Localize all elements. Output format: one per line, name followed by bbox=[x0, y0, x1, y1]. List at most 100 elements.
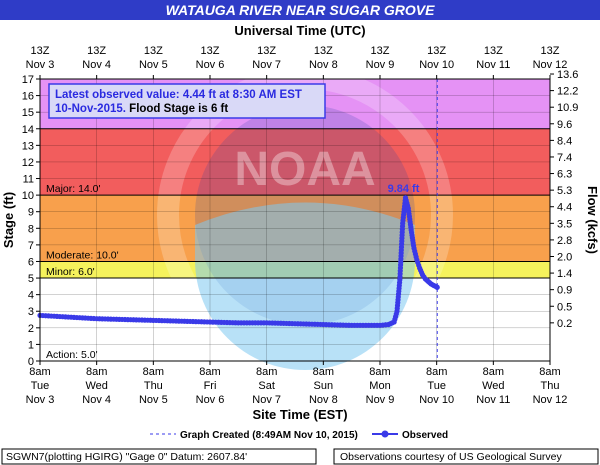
flow-tick-label: 0.9 bbox=[557, 285, 572, 297]
info-box-line1: Latest observed value: 4.44 ft at 8:30 A… bbox=[55, 89, 302, 101]
x-tick-label-date: Nov 10 bbox=[419, 394, 454, 406]
noaa-watermark: NOAA bbox=[157, 67, 453, 370]
flow-tick-label: 5.3 bbox=[557, 185, 572, 197]
y-tick-label: 2 bbox=[28, 323, 34, 335]
info-box-date: 10-Nov-2015. bbox=[55, 103, 126, 115]
x-axis-title: Site Time (EST) bbox=[252, 407, 347, 422]
y-axis-title: Stage (ft) bbox=[1, 192, 16, 248]
flow-tick-label: 9.6 bbox=[557, 119, 572, 131]
y-tick-label: 5 bbox=[28, 273, 34, 285]
chart-title: WATAUGA RIVER NEAR SUGAR GROVE bbox=[166, 2, 436, 18]
x-tick-label-time: 8am bbox=[143, 366, 164, 378]
x-tick-label-time: 8am bbox=[256, 366, 277, 378]
flow-tick-label: 0.5 bbox=[557, 301, 572, 313]
info-box-line2: 10-Nov-2015. Flood Stage is 6 ft bbox=[55, 103, 228, 115]
x-tick-label-date: Nov 3 bbox=[26, 394, 55, 406]
x-tick-label-weekday: Sat bbox=[258, 380, 275, 392]
top-tick-label-date: Nov 8 bbox=[309, 59, 338, 71]
flow-tick-label: 6.3 bbox=[557, 169, 572, 181]
top-tick-label-hour: 13Z bbox=[87, 45, 106, 57]
flood-band-label: Action: 5.0' bbox=[46, 349, 98, 361]
x-tick-label-weekday: Mon bbox=[369, 380, 390, 392]
top-tick-label-hour: 13Z bbox=[201, 45, 220, 57]
y-tick-label: 0 bbox=[28, 356, 34, 368]
flood-band-label: Major: 14.0' bbox=[46, 183, 101, 195]
y-tick-label: 14 bbox=[22, 124, 34, 136]
flow-tick-label: 13.6 bbox=[557, 69, 578, 81]
flow-tick-label: 7.4 bbox=[557, 152, 572, 164]
footer: SGWN7(plotting HGIRG) "Gage 0" Datum: 26… bbox=[1, 448, 599, 465]
flow-tick-label: 3.5 bbox=[557, 218, 572, 230]
y-tick-label: 7 bbox=[28, 240, 34, 252]
flow-tick-label: 0.2 bbox=[557, 318, 572, 330]
x-tick-label-date: Nov 4 bbox=[82, 394, 111, 406]
top-tick-label-date: Nov 10 bbox=[419, 59, 454, 71]
axes: 012345678910111213141516170.20.50.91.42.… bbox=[22, 45, 579, 406]
y-tick-label: 1 bbox=[28, 339, 34, 351]
top-tick-label-date: Nov 11 bbox=[476, 59, 510, 71]
info-box: Latest observed value: 4.44 ft at 8:30 A… bbox=[48, 83, 326, 119]
top-tick-label-date: Nov 6 bbox=[196, 59, 225, 71]
x-tick-label-weekday: Tue bbox=[427, 380, 446, 392]
y-tick-label: 3 bbox=[28, 306, 34, 318]
x-tick-label-date: Nov 9 bbox=[366, 394, 395, 406]
footer-datum: SGWN7(plotting HGIRG) "Gage 0" Datum: 26… bbox=[6, 451, 247, 463]
y2-axis-title: Flow (kcfs) bbox=[585, 186, 600, 254]
y-tick-label: 10 bbox=[22, 190, 34, 202]
peak-label: 9.84 ft bbox=[388, 183, 420, 195]
flow-tick-label: 2.8 bbox=[557, 235, 572, 247]
top-tick-label-date: Nov 4 bbox=[82, 59, 111, 71]
top-tick-label-date: Nov 9 bbox=[366, 59, 395, 71]
flood-band-label: Minor: 6.0' bbox=[46, 266, 95, 278]
footer-left-box bbox=[1, 448, 317, 465]
top-axis-title: Universal Time (UTC) bbox=[234, 23, 365, 38]
top-tick-label-hour: 13Z bbox=[371, 45, 390, 57]
top-tick-label-date: Nov 7 bbox=[252, 59, 281, 71]
plot-frame bbox=[39, 78, 551, 362]
x-tick-label-time: 8am bbox=[426, 366, 447, 378]
flow-tick-label: 4.4 bbox=[557, 202, 572, 214]
top-tick-label-hour: 13Z bbox=[427, 45, 446, 57]
x-tick-label-weekday: Wed bbox=[482, 380, 504, 392]
y-tick-label: 13 bbox=[22, 140, 34, 152]
x-tick-label-time: 8am bbox=[86, 366, 107, 378]
watermark-text: NOAA bbox=[234, 143, 375, 196]
watermark-lower-swoosh bbox=[195, 202, 415, 370]
y-tick-label: 6 bbox=[28, 256, 34, 268]
y-tick-label: 17 bbox=[22, 74, 34, 86]
x-tick-label-date: Nov 7 bbox=[252, 394, 281, 406]
x-tick-label-time: 8am bbox=[29, 366, 50, 378]
top-tick-label-date: Nov 5 bbox=[139, 59, 168, 71]
top-tick-label-hour: 13Z bbox=[144, 45, 163, 57]
top-tick-label-hour: 13Z bbox=[314, 45, 333, 57]
y-tick-label: 16 bbox=[22, 91, 34, 103]
top-tick-label-date: Nov 3 bbox=[26, 59, 55, 71]
flow-tick-label: 8.4 bbox=[557, 135, 572, 147]
top-tick-label-date: Nov 12 bbox=[533, 59, 568, 71]
legend-observed-marker bbox=[381, 430, 389, 438]
x-tick-label-weekday: Thu bbox=[541, 380, 560, 392]
x-tick-label-time: 8am bbox=[369, 366, 390, 378]
legend-observed-label: Observed bbox=[402, 430, 448, 441]
x-tick-label-weekday: Tue bbox=[31, 380, 50, 392]
y-tick-label: 4 bbox=[28, 290, 34, 302]
flow-tick-label: 10.9 bbox=[557, 102, 578, 114]
top-tick-label-hour: 13Z bbox=[541, 45, 560, 57]
footer-right-box bbox=[333, 448, 599, 465]
x-tick-label-time: 8am bbox=[199, 366, 220, 378]
flow-tick-label: 2.0 bbox=[557, 251, 572, 263]
x-tick-label-weekday: Thu bbox=[144, 380, 163, 392]
legend: Graph Created (8:49AM Nov 10, 2015) Obse… bbox=[150, 430, 448, 441]
observed-point bbox=[434, 284, 440, 290]
flood-band-labels: Major: 14.0' Moderate: 10.0' Minor: 6.0' Ac… bbox=[46, 183, 119, 361]
info-box-flood-stage: Flood Stage is 6 ft bbox=[126, 103, 228, 115]
title-bar bbox=[0, 0, 600, 20]
y-tick-label: 12 bbox=[22, 157, 34, 169]
top-tick-label-hour: 13Z bbox=[484, 45, 503, 57]
y-tick-label: 9 bbox=[28, 207, 34, 219]
flood-band-label: Moderate: 10.0' bbox=[46, 249, 119, 261]
flow-tick-label: 12.2 bbox=[557, 86, 578, 98]
flow-tick-label: 1.4 bbox=[557, 268, 572, 280]
